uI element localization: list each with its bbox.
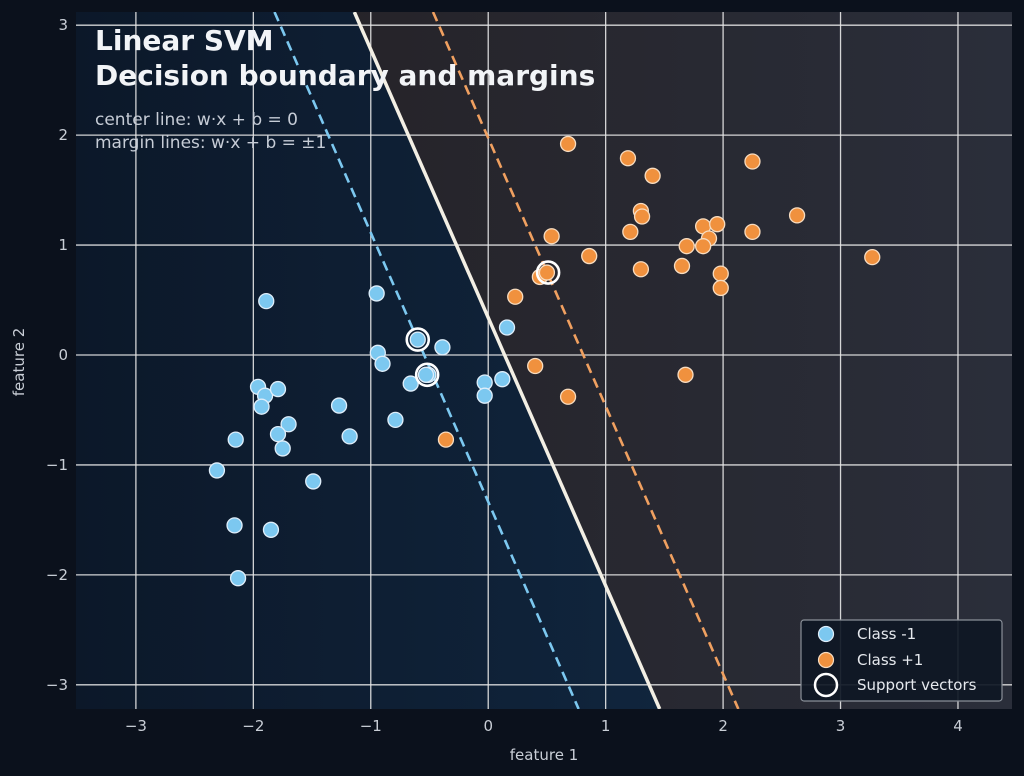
point-class-pos	[864, 249, 881, 266]
point-class-pos	[559, 388, 577, 405]
point-class-pos	[744, 223, 761, 241]
point-class-pos	[677, 366, 694, 383]
chart-title-line-2: Decision boundary and margins	[95, 59, 595, 92]
point-class-neg	[374, 355, 391, 372]
point-class-neg	[402, 375, 419, 392]
annotation-margin-lines: margin lines: w·x + b = ±1	[95, 133, 326, 153]
point-class-pos	[507, 288, 524, 305]
point-class-neg	[226, 517, 243, 534]
point-class-neg	[253, 398, 270, 415]
y-tick-label: −1	[46, 456, 68, 474]
x-tick-label: −3	[125, 717, 147, 735]
point-class-neg	[280, 416, 297, 433]
point-class-neg	[227, 431, 244, 448]
point-class-neg	[262, 521, 280, 538]
legend-label-support-vectors: Support vectors	[857, 676, 977, 694]
point-class-pos	[712, 265, 729, 282]
y-tick-label: 1	[58, 236, 68, 254]
point-class-pos	[632, 261, 650, 278]
point-class-neg	[434, 339, 451, 356]
point-class-neg	[258, 292, 275, 310]
x-tick-label: 3	[836, 717, 846, 735]
point-class-neg	[208, 462, 226, 479]
point-class-pos	[709, 216, 726, 233]
point-class-pos	[543, 228, 560, 245]
annotation-center-line: center line: w·x + b = 0	[95, 110, 298, 130]
legend-box	[800, 619, 1003, 702]
y-tick-label: −2	[46, 566, 68, 584]
point-class-pos	[619, 150, 637, 167]
center-line	[352, 12, 662, 709]
chart-title-line-1: Linear SVM	[95, 24, 274, 57]
point-class-neg	[229, 570, 247, 587]
x-tick-label: 1	[601, 717, 611, 735]
plot-area	[76, 12, 1012, 709]
legend-marker-class-pos	[817, 651, 835, 669]
support-vector-ring	[405, 327, 431, 352]
point-class-pos	[527, 357, 544, 375]
point-class-neg	[305, 473, 322, 490]
x-axis-label: feature 1	[510, 746, 578, 764]
point-class-pos	[694, 238, 712, 255]
point-class-pos	[581, 247, 598, 265]
support-vector-ring	[535, 260, 561, 285]
support-vector-ring	[414, 362, 440, 388]
point-class-neg	[494, 371, 511, 388]
point-class-pos	[744, 153, 761, 170]
y-tick-label: 3	[58, 16, 68, 34]
region-class-neg	[76, 12, 660, 709]
y-tick-label: 2	[58, 126, 68, 144]
legend-label-class-neg: Class -1	[857, 625, 916, 643]
point-class-pos	[644, 167, 661, 184]
data-points	[208, 135, 881, 587]
point-class-pos	[673, 257, 691, 275]
point-class-pos	[437, 431, 455, 448]
point-class-neg	[498, 319, 516, 336]
point-class-neg	[409, 331, 426, 348]
point-class-pos	[538, 264, 556, 281]
decision-lines	[273, 12, 740, 709]
x-tick-label: −2	[242, 717, 264, 735]
x-tick-label: 4	[953, 717, 963, 735]
legend-marker-support-vectors	[813, 672, 839, 698]
x-tick-label: −1	[360, 717, 382, 735]
y-tick-label: −3	[46, 676, 68, 694]
margin-line-neg	[273, 12, 580, 709]
point-class-pos	[633, 208, 651, 225]
point-class-neg	[269, 426, 287, 443]
point-class-neg	[417, 366, 435, 383]
y-axis-label: feature 2	[10, 328, 28, 396]
point-class-pos	[678, 238, 695, 255]
y-tick-label: 0	[58, 346, 68, 364]
point-class-pos	[712, 279, 729, 297]
point-class-pos	[559, 135, 577, 153]
point-class-neg	[387, 411, 404, 429]
legend: Class -1 Class +1 Support vectors	[800, 619, 1003, 702]
point-class-neg	[274, 440, 291, 457]
point-class-neg	[368, 285, 385, 302]
x-tick-label: 2	[718, 717, 728, 735]
point-class-neg	[476, 387, 493, 404]
legend-marker-class-neg	[817, 625, 835, 643]
point-class-neg	[269, 380, 287, 398]
point-class-neg	[330, 397, 348, 414]
point-class-pos	[788, 207, 806, 224]
x-tick-label: 0	[483, 717, 493, 735]
axis-ticks: −3 −2 −1 0 1 2 3 4 −3 −2 −1 0 1 2 3	[46, 16, 963, 735]
legend-label-class-pos: Class +1	[857, 651, 923, 669]
point-class-neg	[341, 428, 358, 445]
point-class-pos	[622, 223, 639, 241]
